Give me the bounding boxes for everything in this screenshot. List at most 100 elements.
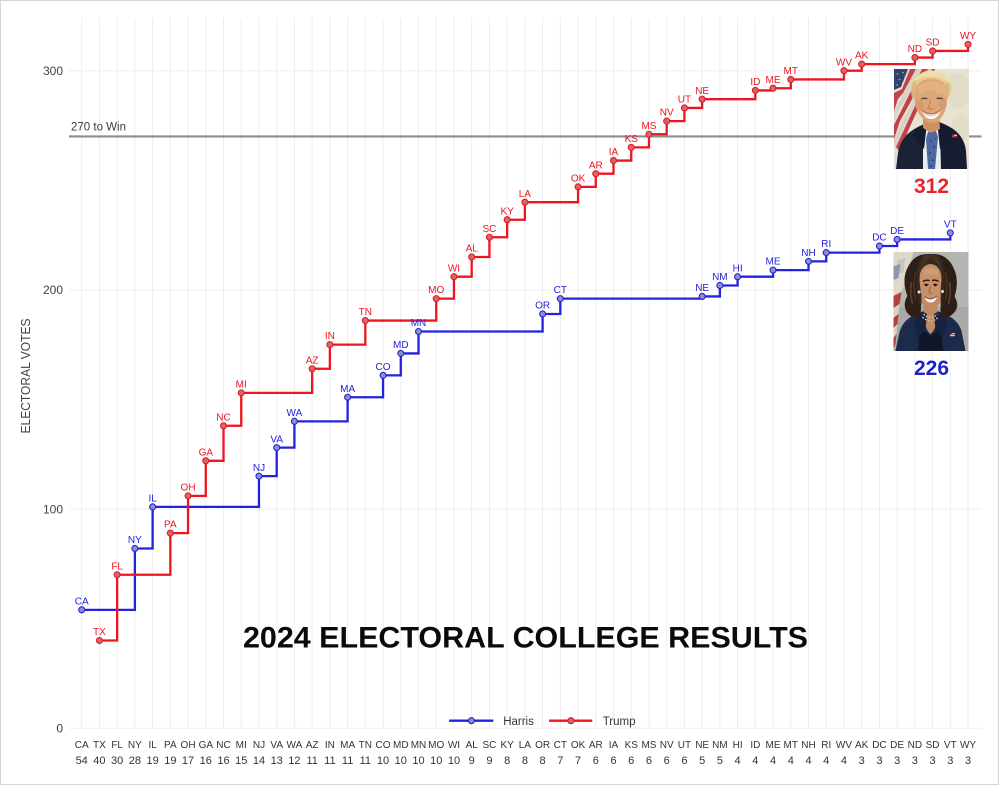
svg-text:Trump: Trump xyxy=(603,716,636,728)
svg-text:3: 3 xyxy=(930,755,936,767)
svg-text:6: 6 xyxy=(646,755,652,767)
svg-text:MT: MT xyxy=(784,740,798,751)
svg-text:SD: SD xyxy=(926,38,940,49)
svg-text:VT: VT xyxy=(944,220,957,231)
svg-text:TX: TX xyxy=(93,740,106,751)
svg-text:9: 9 xyxy=(469,755,475,767)
svg-text:NV: NV xyxy=(660,740,674,751)
svg-text:40: 40 xyxy=(93,755,105,767)
svg-text:ME: ME xyxy=(766,257,781,268)
svg-text:15: 15 xyxy=(235,755,247,767)
svg-text:200: 200 xyxy=(43,283,63,297)
svg-text:0: 0 xyxy=(56,722,63,736)
svg-text:MS: MS xyxy=(641,740,656,751)
svg-text:MA: MA xyxy=(340,384,355,395)
svg-text:GA: GA xyxy=(199,740,214,751)
svg-text:NC: NC xyxy=(216,412,230,423)
svg-text:4: 4 xyxy=(735,755,741,767)
svg-text:SD: SD xyxy=(926,740,940,751)
svg-text:13: 13 xyxy=(271,755,283,767)
svg-text:7: 7 xyxy=(575,755,581,767)
svg-text:UT: UT xyxy=(678,740,691,751)
svg-text:HI: HI xyxy=(733,740,743,751)
svg-text:TX: TX xyxy=(93,627,106,638)
svg-text:ME: ME xyxy=(766,75,781,86)
svg-text:10: 10 xyxy=(395,755,407,767)
svg-text:MN: MN xyxy=(411,740,427,751)
svg-text:KY: KY xyxy=(500,740,514,751)
svg-text:ID: ID xyxy=(750,740,760,751)
svg-text:WI: WI xyxy=(448,740,460,751)
svg-text:SC: SC xyxy=(482,740,496,751)
svg-text:3: 3 xyxy=(876,755,882,767)
svg-text:MS: MS xyxy=(641,121,656,132)
svg-text:AK: AK xyxy=(855,740,869,751)
svg-text:10: 10 xyxy=(430,755,442,767)
svg-text:19: 19 xyxy=(146,755,158,767)
svg-text:IA: IA xyxy=(609,740,619,751)
svg-text:17: 17 xyxy=(182,755,194,767)
svg-text:AR: AR xyxy=(589,160,603,171)
svg-text:ME: ME xyxy=(766,740,781,751)
svg-text:IN: IN xyxy=(325,331,335,342)
svg-text:8: 8 xyxy=(522,755,528,767)
svg-text:NY: NY xyxy=(128,740,142,751)
svg-text:11: 11 xyxy=(306,755,317,767)
svg-text:16: 16 xyxy=(217,755,229,767)
svg-text:VA: VA xyxy=(270,740,283,751)
svg-text:Harris: Harris xyxy=(503,716,534,728)
svg-text:MI: MI xyxy=(236,380,247,391)
svg-text:ND: ND xyxy=(908,44,922,55)
svg-text:TN: TN xyxy=(359,307,372,318)
svg-text:WA: WA xyxy=(287,408,303,419)
svg-text:270 to Win: 270 to Win xyxy=(71,122,126,134)
svg-text:AZ: AZ xyxy=(306,355,319,366)
svg-text:2024 ELECTORAL COLLEGE RESULTS: 2024 ELECTORAL COLLEGE RESULTS xyxy=(243,622,808,655)
svg-text:4: 4 xyxy=(805,755,811,767)
svg-text:OR: OR xyxy=(535,301,550,312)
svg-text:6: 6 xyxy=(628,755,634,767)
svg-text:4: 4 xyxy=(823,755,829,767)
svg-text:3: 3 xyxy=(859,755,865,767)
svg-text:100: 100 xyxy=(43,502,63,516)
svg-text:NE: NE xyxy=(695,740,709,751)
svg-text:6: 6 xyxy=(681,755,687,767)
svg-text:VT: VT xyxy=(944,740,957,751)
svg-text:ID: ID xyxy=(750,77,760,88)
svg-text:4: 4 xyxy=(788,755,794,767)
svg-text:KS: KS xyxy=(625,740,639,751)
svg-text:CT: CT xyxy=(554,740,567,751)
svg-text:NY: NY xyxy=(128,535,142,546)
svg-text:TN: TN xyxy=(359,740,372,751)
svg-text:PA: PA xyxy=(164,740,177,751)
svg-text:KS: KS xyxy=(625,134,639,145)
svg-text:3: 3 xyxy=(965,755,971,767)
svg-text:4: 4 xyxy=(752,755,758,767)
svg-text:AK: AK xyxy=(855,51,869,62)
svg-text:AL: AL xyxy=(466,740,479,751)
svg-text:312: 312 xyxy=(914,175,949,198)
svg-text:UT: UT xyxy=(678,95,691,106)
svg-text:ND: ND xyxy=(908,740,922,751)
svg-text:IA: IA xyxy=(609,147,619,158)
svg-text:11: 11 xyxy=(360,755,371,767)
svg-text:MD: MD xyxy=(393,340,409,351)
svg-text:NV: NV xyxy=(660,108,674,119)
svg-text:NH: NH xyxy=(801,740,815,751)
svg-text:WA: WA xyxy=(287,740,303,751)
svg-text:OH: OH xyxy=(181,483,196,494)
svg-text:MD: MD xyxy=(393,740,409,751)
svg-text:WY: WY xyxy=(960,740,976,751)
svg-text:ELECTORAL VOTES: ELECTORAL VOTES xyxy=(18,318,33,433)
svg-text:NE: NE xyxy=(695,283,709,294)
svg-text:OR: OR xyxy=(535,740,550,751)
svg-text:NM: NM xyxy=(712,740,728,751)
svg-text:RI: RI xyxy=(821,239,831,250)
svg-text:7: 7 xyxy=(557,755,563,767)
svg-text:226: 226 xyxy=(914,357,949,380)
svg-text:NE: NE xyxy=(695,86,709,97)
svg-text:AL: AL xyxy=(466,244,479,255)
svg-text:3: 3 xyxy=(947,755,953,767)
svg-text:WV: WV xyxy=(836,57,852,68)
svg-text:IL: IL xyxy=(148,493,157,504)
